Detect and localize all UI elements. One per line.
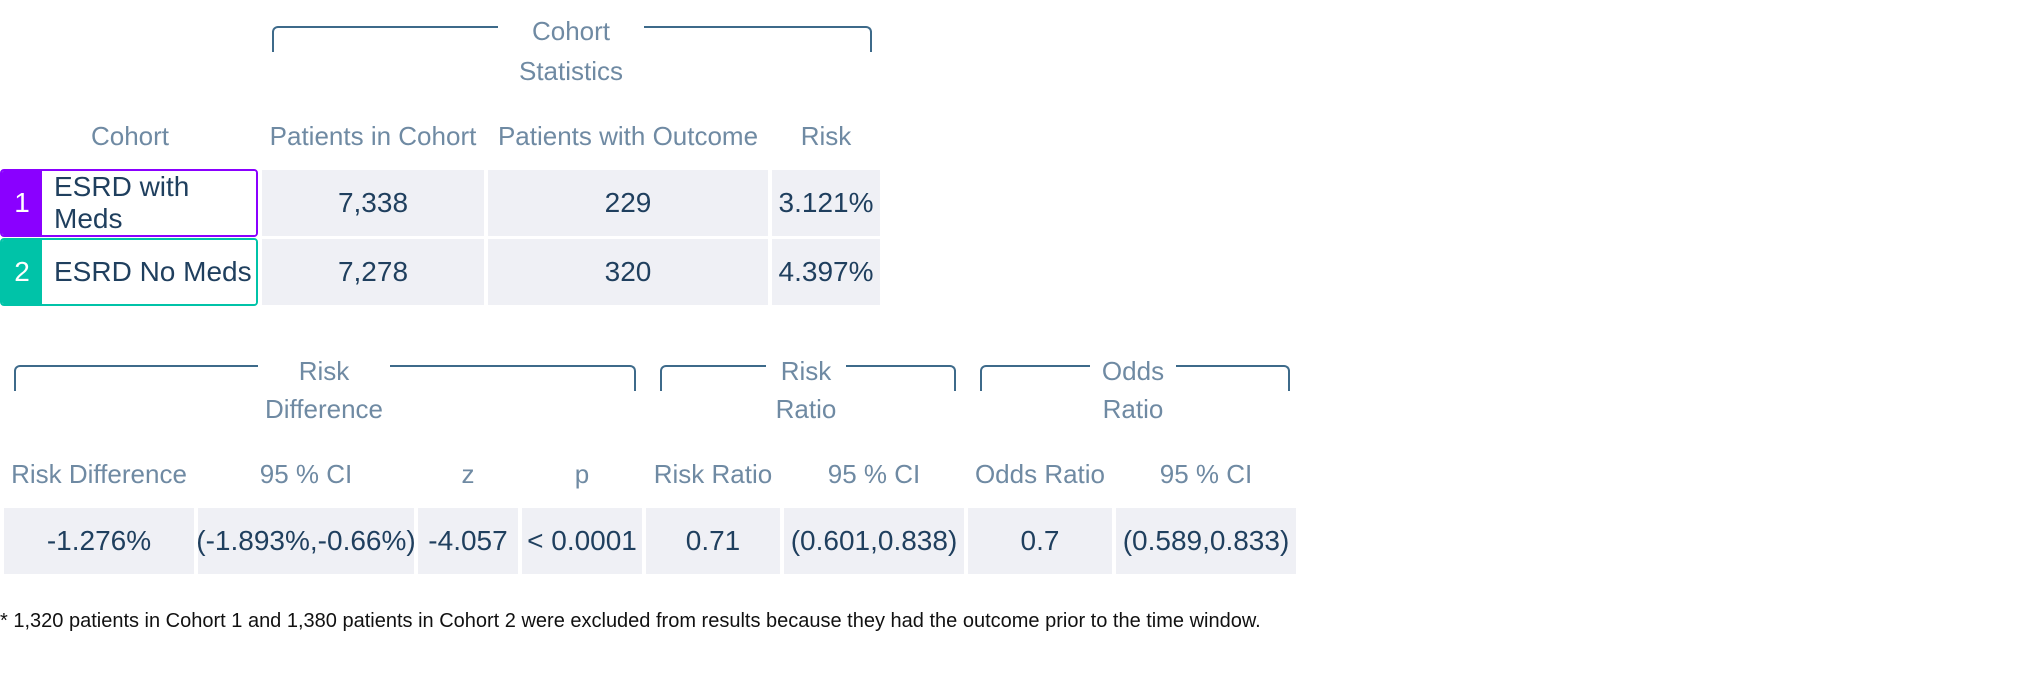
cohort-row-2: 2 ESRD No Meds bbox=[0, 238, 258, 306]
group-label-line-1: Odds bbox=[1101, 356, 1165, 386]
group-label-line-1: Risk bbox=[298, 356, 350, 386]
group-label-line-2: Difference bbox=[264, 394, 384, 424]
bracket-gap bbox=[1090, 361, 1176, 367]
cohort-statistics-group-label: Cohort Statistics bbox=[472, 11, 670, 91]
header-cohort: Cohort bbox=[90, 121, 170, 151]
cohort-name: ESRD No Meds bbox=[42, 240, 256, 304]
risk-cell: 4.397% bbox=[772, 239, 880, 305]
bracket-gap bbox=[258, 361, 390, 367]
header-risk-ratio-ci: 95 % CI bbox=[827, 459, 921, 489]
odds-ratio-value: 0.7 bbox=[968, 508, 1112, 574]
group-label-line-2: Statistics bbox=[518, 56, 624, 86]
risk-ratio-group-label: Risk Ratio bbox=[756, 352, 856, 428]
group-label-line-2: Ratio bbox=[775, 394, 837, 424]
cohort-number-badge: 2 bbox=[2, 240, 42, 304]
header-z: z bbox=[461, 459, 475, 489]
group-label-line-2: Ratio bbox=[1102, 394, 1164, 424]
risk-cell: 3.121% bbox=[772, 170, 880, 236]
bracket-gap bbox=[498, 22, 644, 28]
cohort-row-1: 1 ESRD with Meds bbox=[0, 169, 258, 237]
risk-ratio-value: 0.71 bbox=[646, 508, 780, 574]
group-label-line-1: Risk bbox=[780, 356, 832, 386]
odds-ratio-group-label: Odds Ratio bbox=[1080, 352, 1186, 428]
cohort-number-badge: 1 bbox=[2, 171, 42, 235]
z-value: -4.057 bbox=[418, 508, 518, 574]
patients-in-cohort-cell: 7,278 bbox=[262, 239, 484, 305]
p-value: < 0.0001 bbox=[522, 508, 642, 574]
risk-difference-value: -1.276% bbox=[4, 508, 194, 574]
patients-in-cohort-cell: 7,338 bbox=[262, 170, 484, 236]
risk-difference-ci-value: (-1.893%,-0.66%) bbox=[196, 508, 416, 574]
patients-with-outcome-cell: 229 bbox=[488, 170, 768, 236]
patients-with-outcome-cell: 320 bbox=[488, 239, 768, 305]
header-risk-ratio: Risk Ratio bbox=[653, 459, 773, 489]
odds-ratio-ci-value: (0.589,0.833) bbox=[1116, 508, 1296, 574]
excluded-patients-footnote: * 1,320 patients in Cohort 1 and 1,380 p… bbox=[0, 610, 1261, 632]
header-risk-difference-ci: 95 % CI bbox=[259, 459, 353, 489]
header-p: p bbox=[574, 459, 590, 489]
bracket-gap bbox=[766, 361, 846, 367]
header-odds-ratio-ci: 95 % CI bbox=[1159, 459, 1253, 489]
risk-difference-group-label: Risk Difference bbox=[240, 352, 408, 428]
group-label-line-1: Cohort bbox=[531, 16, 611, 46]
header-risk: Risk bbox=[800, 121, 852, 151]
header-patients-in-cohort: Patients in Cohort bbox=[269, 121, 477, 151]
cohort-name: ESRD with Meds bbox=[42, 171, 256, 235]
risk-ratio-ci-value: (0.601,0.838) bbox=[784, 508, 964, 574]
header-risk-difference: Risk Difference bbox=[11, 459, 187, 489]
header-odds-ratio: Odds Ratio bbox=[974, 459, 1106, 489]
header-patients-with-outcome: Patients with Outcome bbox=[497, 121, 759, 151]
